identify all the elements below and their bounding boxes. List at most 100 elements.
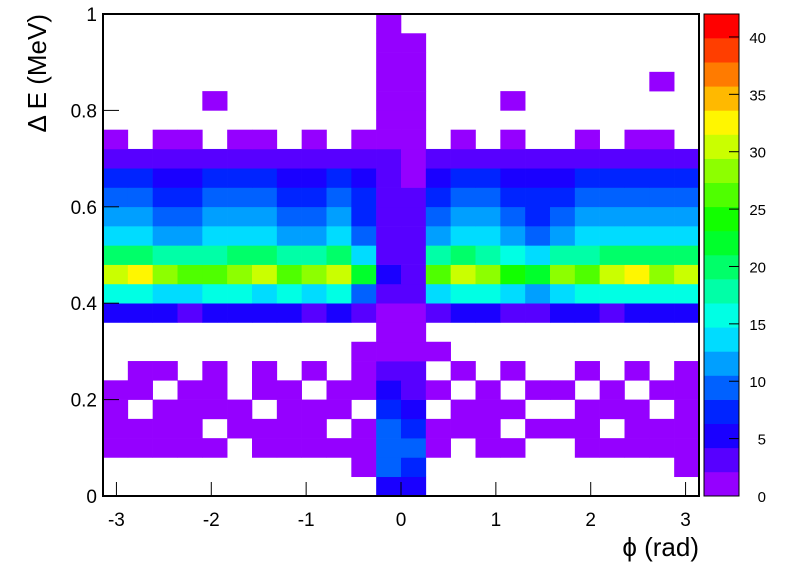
heatmap-cell (302, 33, 327, 53)
heatmap-cell (202, 303, 228, 323)
heatmap-cell (500, 303, 526, 323)
heatmap-cell (301, 283, 327, 304)
heatmap-cell (450, 361, 476, 381)
heatmap-cell (624, 129, 650, 150)
heatmap-cell (624, 168, 650, 188)
heatmap-cell (227, 283, 253, 304)
heatmap-cell (401, 187, 427, 208)
heatmap-cell (177, 226, 203, 246)
heatmap-cell (600, 342, 625, 362)
heatmap-cell (178, 322, 203, 342)
heatmap-cell (599, 187, 625, 208)
heatmap-cell (401, 380, 427, 400)
heatmap-cell (674, 14, 699, 34)
heatmap-cell (327, 110, 352, 130)
heatmap-cell (574, 129, 600, 150)
heatmap-cell (674, 418, 700, 439)
heatmap-cell (227, 264, 253, 285)
heatmap-cell (625, 342, 650, 362)
heatmap-cell (202, 380, 228, 400)
x-tick-label: 2 (585, 510, 596, 531)
heatmap-cell (624, 187, 650, 208)
heatmap-cell (649, 303, 675, 323)
heatmap-cell (599, 399, 625, 420)
color-band (704, 351, 739, 376)
heatmap-cell (476, 53, 501, 73)
heatmap-cell (327, 53, 352, 73)
heatmap-cell (649, 206, 675, 227)
heatmap-cell (525, 380, 551, 400)
heatmap-cell (450, 399, 476, 420)
heatmap-cell (202, 130, 227, 150)
heatmap-cell (476, 33, 501, 53)
heatmap-cell (500, 399, 526, 420)
heatmap-cell (351, 148, 377, 169)
heatmap-cell (599, 148, 625, 169)
heatmap-cell (227, 245, 253, 265)
heatmap-cell (525, 283, 551, 304)
heatmap-cell (451, 14, 476, 34)
heatmap-cell (376, 206, 402, 227)
heatmap-cell (450, 129, 476, 150)
heatmap-cell (649, 110, 674, 130)
heatmap-cell (475, 148, 501, 169)
heatmap-cell (178, 457, 203, 477)
heatmap-cell (103, 91, 128, 111)
color-band (704, 86, 739, 111)
heatmap-cell (475, 206, 501, 227)
heatmap-cell (252, 438, 278, 458)
heatmap-cell (202, 342, 227, 362)
heatmap-cell (674, 283, 700, 304)
heatmap-cell (127, 187, 153, 208)
heatmap-cell (649, 283, 675, 304)
z-tick-label: 10 (749, 374, 766, 391)
heatmap-cell (550, 457, 575, 477)
heatmap-cell (625, 14, 650, 34)
heatmap-cell (227, 303, 253, 323)
heatmap-cell (674, 361, 700, 381)
heatmap-cell (425, 264, 451, 285)
z-tick-label: 25 (749, 202, 766, 219)
heatmap-cell (500, 129, 526, 150)
heatmap-cell (574, 361, 600, 381)
heatmap-cell (575, 33, 600, 53)
heatmap-cell (674, 477, 699, 497)
heatmap-cell (425, 168, 451, 188)
heatmap-cell (599, 245, 625, 265)
heatmap-cell (152, 187, 178, 208)
heatmap-cell (103, 53, 128, 73)
heatmap-cell (302, 14, 327, 34)
heatmap-cell (476, 110, 501, 130)
heatmap-cell (177, 418, 203, 439)
heatmap-cell (401, 361, 427, 381)
heatmap-cell (674, 72, 699, 92)
heatmap-cell (426, 110, 451, 130)
heatmap-cell (575, 110, 600, 130)
x-tick-label: 3 (680, 510, 691, 531)
heatmap-cell (625, 72, 650, 92)
heatmap-cell (600, 130, 625, 150)
heatmap-cell (277, 342, 302, 362)
color-band (704, 206, 739, 232)
heatmap-cell (401, 476, 427, 497)
heatmap-cell (153, 380, 178, 400)
heatmap-cell (127, 361, 153, 381)
heatmap-cell (252, 148, 278, 169)
heatmap-cell (376, 110, 402, 130)
heatmap-cell (177, 168, 203, 188)
heatmap-cell (475, 380, 501, 400)
heatmap-cell (301, 245, 327, 265)
heatmap-cell (127, 226, 153, 246)
heatmap-cell (178, 361, 203, 381)
heatmap-cell (153, 457, 178, 477)
heatmap-cell (376, 322, 402, 343)
heatmap-cell (202, 399, 228, 420)
heatmap-cell (127, 245, 153, 265)
heatmap-cell (500, 477, 525, 497)
heatmap-cell (500, 419, 525, 439)
heatmap-cell (376, 438, 402, 458)
heatmap-cell (177, 380, 203, 400)
heatmap-cell (550, 380, 576, 400)
heatmap-cell (500, 361, 526, 381)
